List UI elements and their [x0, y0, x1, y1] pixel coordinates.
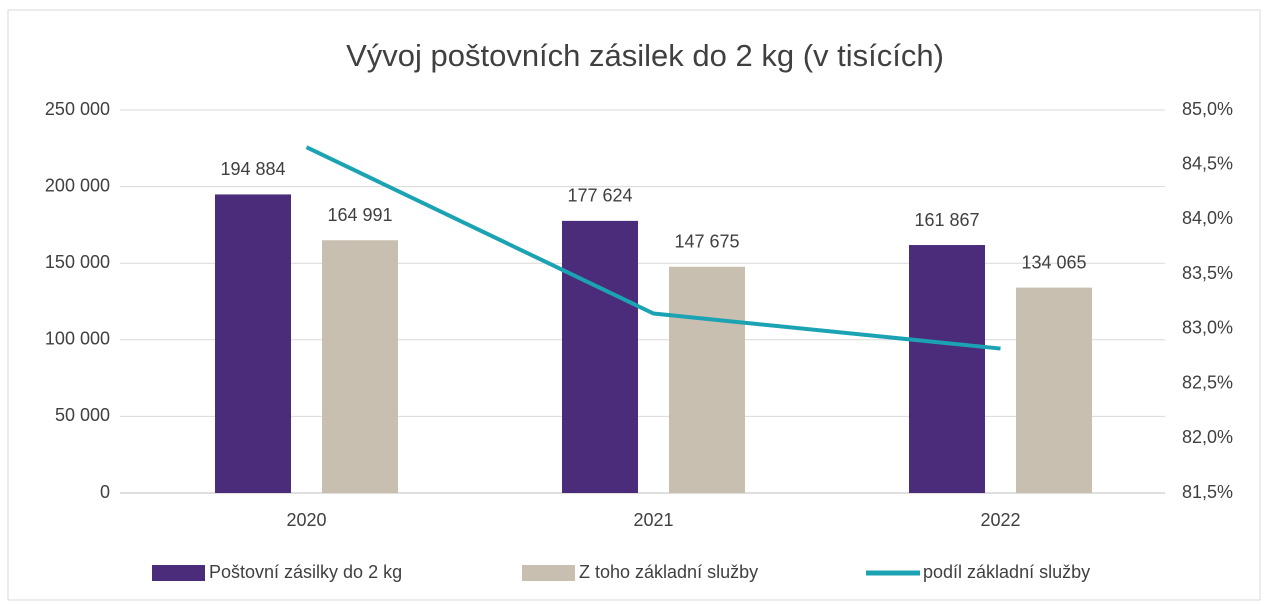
y-tick-label: 0 — [100, 482, 110, 502]
data-label: 164 991 — [327, 205, 392, 225]
legend-label: podíl základní služby — [923, 562, 1090, 582]
y-tick-label: 150 000 — [45, 252, 110, 272]
y2-tick-label: 82,5% — [1182, 372, 1233, 392]
y2-tick-label: 85,0% — [1182, 99, 1233, 119]
legend-marker — [522, 565, 575, 581]
data-label: 194 884 — [220, 159, 285, 179]
bar — [215, 194, 291, 493]
y2-tick-label: 84,5% — [1182, 153, 1233, 173]
line-series — [305, 145, 1001, 351]
x-tick-label: 2022 — [980, 510, 1020, 530]
bar — [1016, 287, 1092, 493]
x-tick-label: 2020 — [286, 510, 326, 530]
x-tick-label: 2021 — [633, 510, 673, 530]
y2-tick-label: 81,5% — [1182, 482, 1233, 502]
data-label: 134 065 — [1021, 252, 1086, 272]
bar — [562, 220, 638, 493]
y-tick-label: 250 000 — [45, 99, 110, 119]
bar — [669, 266, 745, 493]
legend-label: Poštovní zásilky do 2 kg — [209, 562, 402, 582]
y2-tick-label: 84,0% — [1182, 208, 1233, 228]
bar — [322, 240, 398, 493]
y2-tick-label: 83,5% — [1182, 263, 1233, 283]
bar — [909, 245, 985, 493]
legend-label: Z toho základní služby — [579, 562, 758, 582]
y-tick-label: 200 000 — [45, 175, 110, 195]
y-tick-label: 100 000 — [45, 329, 110, 349]
data-label: 177 624 — [567, 186, 632, 206]
data-label: 147 675 — [674, 232, 739, 252]
y-tick-label: 50 000 — [55, 405, 110, 425]
data-label: 161 867 — [914, 210, 979, 230]
y2-tick-label: 83,0% — [1182, 318, 1233, 338]
legend-marker — [152, 565, 205, 581]
y2-tick-label: 82,0% — [1182, 427, 1233, 447]
chart-title: Vývoj poštovních zásilek do 2 kg (v tisí… — [346, 38, 944, 73]
